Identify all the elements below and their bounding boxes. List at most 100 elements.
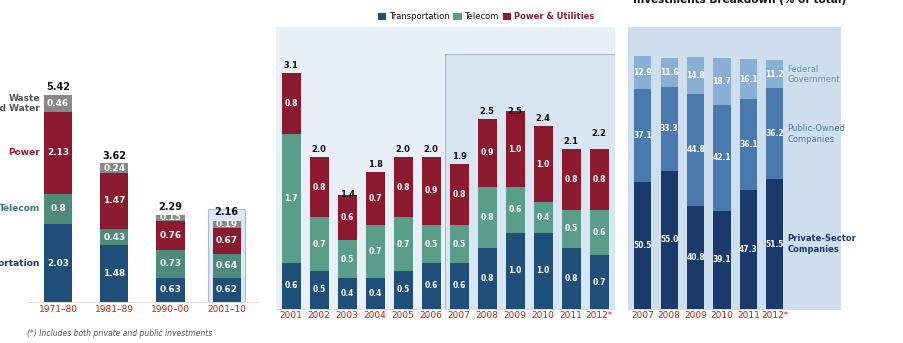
Text: 0.19: 0.19 — [216, 220, 237, 229]
Text: 12.9: 12.9 — [633, 68, 651, 77]
Text: 0.8: 0.8 — [591, 175, 605, 184]
Bar — [282, 73, 301, 134]
Bar — [660, 58, 677, 87]
Bar — [100, 164, 128, 173]
Text: 0.15: 0.15 — [159, 213, 182, 223]
Bar — [477, 187, 497, 248]
Text: 0.7: 0.7 — [312, 240, 326, 249]
Bar — [477, 248, 497, 309]
Bar — [282, 134, 301, 263]
Text: 2.5: 2.5 — [479, 107, 494, 116]
Text: 5.42: 5.42 — [46, 82, 70, 92]
Text: 0.5: 0.5 — [340, 255, 353, 264]
Bar — [766, 60, 783, 88]
Bar — [309, 157, 329, 217]
Bar — [421, 263, 441, 309]
Text: 1.48: 1.48 — [103, 269, 126, 278]
Text: 47.3: 47.3 — [738, 245, 757, 254]
Bar — [505, 111, 525, 187]
Text: 1.8: 1.8 — [368, 160, 382, 169]
Bar — [686, 57, 703, 94]
Text: 2.13: 2.13 — [47, 149, 69, 157]
Text: 55.0: 55.0 — [659, 235, 677, 244]
Text: 0.8: 0.8 — [284, 99, 298, 108]
Text: 0.63: 0.63 — [159, 285, 182, 294]
Bar — [449, 164, 469, 225]
Bar — [505, 233, 525, 309]
Text: 0.46: 0.46 — [47, 99, 69, 108]
Bar — [712, 58, 730, 105]
Text: Telecom: Telecom — [0, 204, 40, 213]
Bar — [686, 94, 703, 206]
Text: 0.5: 0.5 — [452, 240, 465, 249]
Bar — [444, 54, 616, 309]
Text: 11.2: 11.2 — [765, 70, 783, 79]
Bar — [660, 87, 677, 170]
Bar — [533, 202, 553, 233]
Text: 0.8: 0.8 — [480, 213, 493, 222]
Text: Transportation: Transportation — [0, 259, 40, 268]
Bar — [589, 149, 608, 210]
Bar — [156, 221, 184, 250]
Text: 0.8: 0.8 — [452, 190, 465, 199]
Bar — [533, 126, 553, 202]
Text: 11.6: 11.6 — [659, 68, 678, 77]
Text: 44.8: 44.8 — [685, 145, 704, 154]
Text: Federal
Government: Federal Government — [787, 65, 839, 84]
Text: 3.1: 3.1 — [284, 61, 298, 70]
Bar — [712, 211, 730, 309]
Text: 0.8: 0.8 — [312, 182, 326, 192]
Bar — [100, 245, 128, 302]
Text: 0.7: 0.7 — [368, 247, 381, 256]
Text: 2.0: 2.0 — [424, 145, 438, 154]
Text: Public-Owned
Companies: Public-Owned Companies — [787, 124, 844, 144]
Text: 14.8: 14.8 — [685, 71, 704, 80]
Text: Power: Power — [8, 149, 40, 157]
Bar — [212, 278, 240, 302]
Legend: Transportation, Telecom, Power & Utilities: Transportation, Telecom, Power & Utiliti… — [374, 9, 597, 25]
Text: 0.62: 0.62 — [216, 285, 237, 295]
Bar — [393, 271, 413, 309]
Bar — [100, 173, 128, 229]
Text: 0.4: 0.4 — [368, 289, 381, 298]
Bar — [212, 228, 240, 254]
Text: 0.4: 0.4 — [340, 289, 353, 298]
Text: 0.8: 0.8 — [480, 274, 493, 283]
Text: 2.0: 2.0 — [312, 145, 326, 154]
Bar — [421, 157, 441, 225]
Bar — [739, 59, 756, 99]
Text: 0.64: 0.64 — [216, 261, 237, 270]
Text: 0.76: 0.76 — [159, 231, 182, 240]
Bar — [686, 206, 703, 309]
Bar — [282, 263, 301, 309]
Text: 2.0: 2.0 — [396, 145, 410, 154]
Bar — [365, 225, 385, 278]
Bar — [365, 278, 385, 309]
Bar — [212, 228, 240, 254]
Text: 18.7: 18.7 — [712, 77, 731, 86]
Text: 33.3: 33.3 — [659, 124, 678, 133]
Text: 0.5: 0.5 — [564, 224, 577, 233]
Bar — [449, 263, 469, 309]
Text: 0.7: 0.7 — [368, 194, 381, 203]
Text: 0.5: 0.5 — [312, 285, 325, 294]
Text: 50.5: 50.5 — [633, 241, 651, 250]
Bar — [212, 221, 240, 228]
Bar — [212, 221, 240, 228]
Bar — [365, 172, 385, 225]
Text: 1.0: 1.0 — [536, 266, 549, 275]
Bar — [156, 278, 184, 302]
Bar — [309, 217, 329, 271]
Text: 2.5: 2.5 — [507, 107, 522, 116]
Text: 2.4: 2.4 — [535, 114, 550, 123]
Bar — [561, 248, 580, 309]
Text: 0.5: 0.5 — [396, 285, 409, 294]
Text: 16.1: 16.1 — [739, 74, 757, 84]
Text: 1.0: 1.0 — [536, 160, 549, 169]
Text: 0.4: 0.4 — [536, 213, 549, 222]
Bar — [44, 224, 72, 302]
Text: 0.9: 0.9 — [424, 186, 437, 196]
Bar — [212, 254, 240, 278]
Bar — [449, 225, 469, 263]
FancyBboxPatch shape — [208, 209, 245, 305]
